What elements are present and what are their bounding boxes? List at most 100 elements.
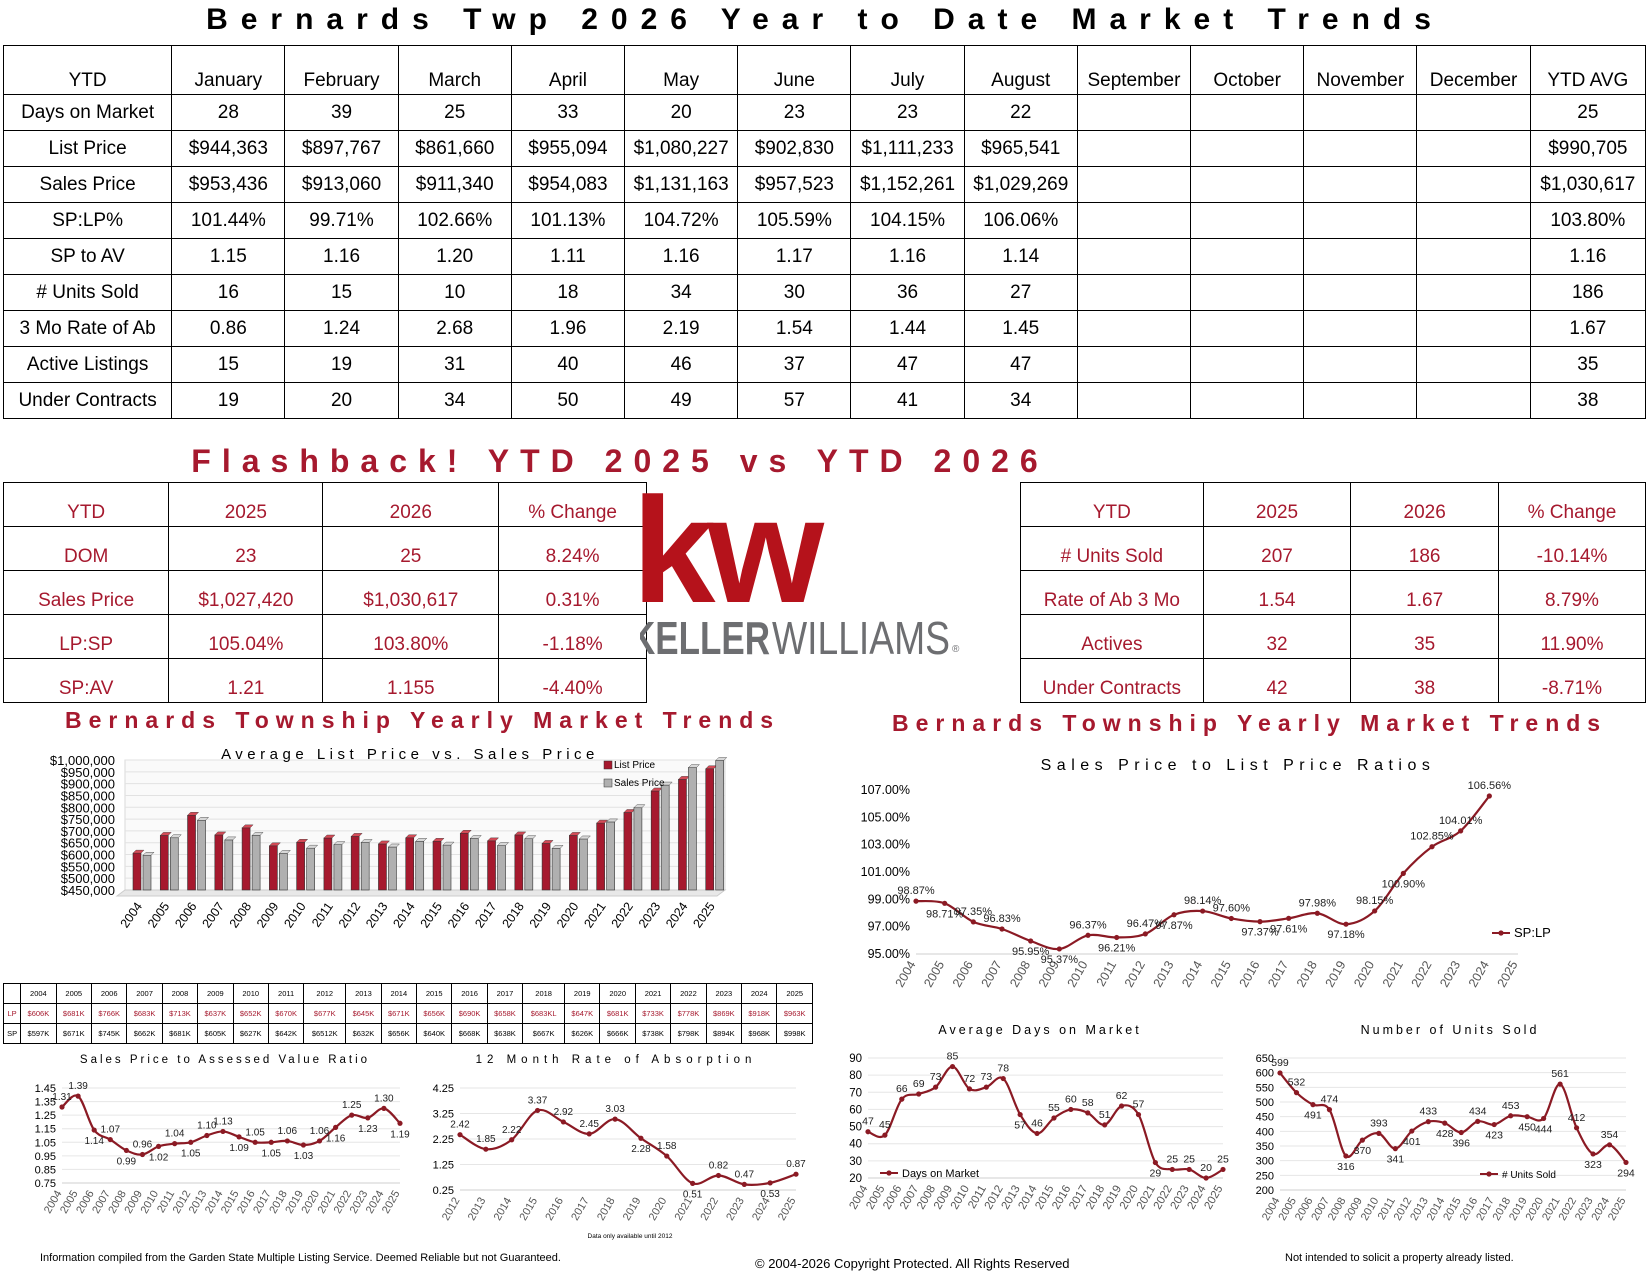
data-point bbox=[1118, 1103, 1125, 1109]
bar-top bbox=[578, 835, 591, 840]
legend-swatch bbox=[603, 760, 613, 770]
yearly-price-table-lp-value: $963K bbox=[776, 1003, 813, 1024]
ytd-cell: 47 bbox=[850, 346, 965, 383]
bar-list-price bbox=[650, 790, 660, 891]
ytd-cell: $1,029,269 bbox=[963, 166, 1078, 203]
data-point bbox=[1524, 1114, 1530, 1120]
data-label: 561 bbox=[1551, 1068, 1569, 1080]
data-label: 1.19 bbox=[390, 1129, 410, 1140]
data-label: 396 bbox=[1452, 1138, 1470, 1150]
data-point bbox=[1293, 1090, 1300, 1096]
compare-row: LP:SP 105.04% 103.80% -1.18% bbox=[2, 614, 647, 659]
data-label: 0.96 bbox=[133, 1140, 153, 1151]
data-label: 73 bbox=[930, 1071, 942, 1083]
bar-top bbox=[633, 804, 646, 808]
bar-top bbox=[360, 839, 373, 843]
sp-lp-ratio-chart: Sales Price to List Price Ratios 107.00% 1… bbox=[861, 757, 1551, 990]
x-tick-label: 2004 bbox=[893, 958, 919, 989]
chart-title: Average Days on Market bbox=[938, 1023, 1141, 1037]
y-tick-label: 1.25 bbox=[433, 1160, 454, 1172]
compare-cell: 1.155 bbox=[322, 658, 500, 703]
x-tick-label: 2016 bbox=[445, 900, 472, 931]
data-label: 3.37 bbox=[528, 1095, 548, 1106]
data-label: 95.37% bbox=[1041, 954, 1079, 966]
bar-list-price bbox=[159, 835, 169, 891]
data-point bbox=[1200, 908, 1206, 914]
data-label: 102.85% bbox=[1410, 831, 1454, 843]
data-label: 434 bbox=[1469, 1105, 1487, 1117]
x-tick-label: 2005 bbox=[145, 900, 172, 931]
bar-top bbox=[224, 836, 237, 841]
compare-cell: Actives bbox=[1020, 614, 1204, 659]
ytd-header-cell: February bbox=[284, 45, 399, 95]
y-tick-label: 90 bbox=[849, 1053, 862, 1065]
ytd-row: # Units Sold 16 15 10 18 34 30 36 27 186 bbox=[2, 274, 1647, 311]
ytd-cell bbox=[1190, 382, 1305, 419]
ytd-header-cell: August bbox=[963, 45, 1078, 95]
data-label: 1.31 bbox=[52, 1092, 72, 1103]
data-label: 2.28 bbox=[631, 1144, 651, 1155]
bar-top bbox=[306, 844, 319, 849]
compare-cell: Rate of Ab 3 Mo bbox=[1020, 570, 1204, 615]
x-tick-label: 2008 bbox=[227, 900, 254, 931]
ytd-cell bbox=[1076, 238, 1192, 275]
compare-cell: DOM bbox=[2, 526, 170, 571]
ytd-cell bbox=[1190, 94, 1305, 131]
compare-cell: 2026 bbox=[1350, 482, 1499, 527]
data-label: 46 bbox=[1031, 1117, 1043, 1129]
bar-list-price bbox=[323, 837, 333, 891]
bar-list-price bbox=[596, 822, 605, 891]
x-tick-label: 2006 bbox=[950, 958, 976, 989]
ytd-header-cell: July bbox=[850, 45, 965, 95]
ytd-header-cell: January bbox=[171, 45, 286, 95]
bar-list-price bbox=[241, 827, 251, 891]
data-point bbox=[155, 1143, 162, 1149]
bar-top bbox=[323, 834, 336, 839]
data-point bbox=[1102, 1122, 1108, 1128]
data-label: 2.42 bbox=[450, 1120, 470, 1131]
ytd-cell: $1,111,233 bbox=[850, 130, 965, 167]
ytd-cell: $911,340 bbox=[397, 166, 512, 203]
ytd-cell: 1.96 bbox=[510, 310, 626, 347]
ytd-cell: 101.44% bbox=[171, 202, 286, 239]
legend-marker bbox=[886, 1170, 892, 1176]
data-point bbox=[882, 1132, 888, 1138]
bar-top bbox=[159, 832, 172, 836]
ytd-cell: 31 bbox=[397, 346, 512, 383]
data-point bbox=[1068, 1106, 1074, 1113]
data-point bbox=[1623, 1159, 1629, 1166]
data-point bbox=[534, 1107, 541, 1114]
ytd-cell: 1.54 bbox=[737, 310, 852, 347]
data-point bbox=[966, 1086, 973, 1092]
ytd-cell: 1.14 bbox=[963, 238, 1078, 275]
data-point bbox=[1114, 934, 1120, 941]
bar-top bbox=[377, 840, 390, 845]
data-point bbox=[381, 1105, 387, 1111]
data-label: 25 bbox=[1166, 1153, 1178, 1165]
series-line bbox=[61, 1094, 401, 1156]
ytd-cell: 15 bbox=[284, 274, 399, 311]
data-point bbox=[188, 1139, 194, 1145]
x-tick-label: 2023 bbox=[1437, 958, 1463, 989]
data-label: 66 bbox=[896, 1083, 908, 1095]
ytd-cell bbox=[1303, 202, 1418, 239]
y-tick-label: 95.00% bbox=[868, 947, 910, 961]
compare-cell: 11.90% bbox=[1497, 614, 1647, 659]
footer-source: Information compiled from the Garden Sta… bbox=[40, 1252, 561, 1264]
compare-cell: YTD bbox=[2, 482, 170, 527]
yearly-price-table-year: 2019 bbox=[564, 983, 601, 1004]
y-tick-label: $750,000 bbox=[61, 812, 115, 827]
data-label: 1.85 bbox=[476, 1134, 496, 1145]
legend-label: SP:LP bbox=[1514, 925, 1551, 940]
legend-label: # Units Sold bbox=[1502, 1170, 1556, 1181]
data-point bbox=[1203, 1175, 1209, 1181]
bar-top bbox=[405, 834, 418, 838]
y-tick-label: 200 bbox=[1256, 1185, 1274, 1197]
x-tick-label: 2014 bbox=[1179, 958, 1205, 989]
data-label: 0.99 bbox=[117, 1156, 137, 1167]
ytd-cell: 34 bbox=[397, 382, 512, 419]
x-tick-label: 2012 bbox=[336, 900, 363, 931]
yearly-price-table-year: 2009 bbox=[197, 983, 234, 1004]
bar-sales-price bbox=[197, 819, 206, 891]
section-title-left: Bernards Township Yearly Market Trends bbox=[65, 707, 781, 733]
